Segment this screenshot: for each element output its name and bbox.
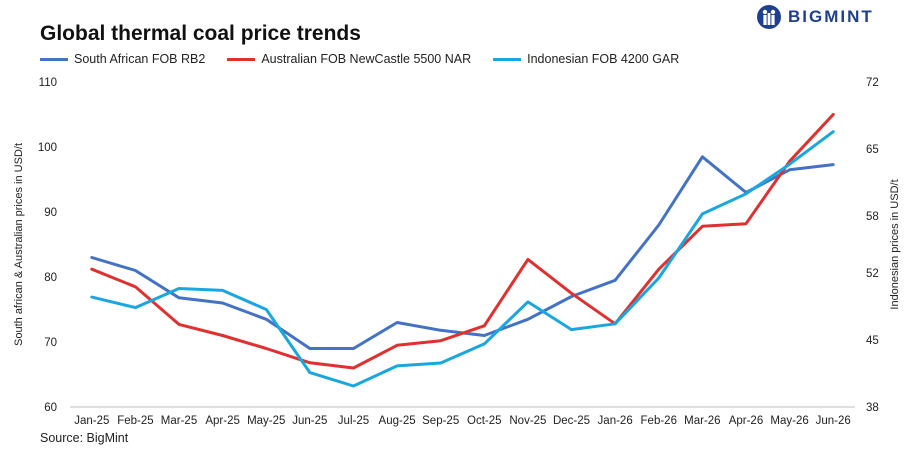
legend-item-south-african: South African FOB RB2 (40, 52, 205, 66)
legend-swatch (40, 57, 68, 61)
x-tick-label: Mar-25 (161, 415, 197, 427)
y-right-tick-label: 58 (866, 211, 879, 223)
y-right-axis-title: Indonesian prices in USD/t (889, 179, 901, 309)
legend-label: Indonesian FOB 4200 GAR (527, 52, 680, 66)
y-right-tick-label: 52 (866, 268, 879, 280)
x-tick-label: Jan-26 (598, 415, 633, 427)
y-left-tick-label: 90 (44, 207, 57, 219)
legend-swatch (493, 57, 522, 61)
x-tick-label: Apr-26 (729, 415, 764, 427)
legend-item-australian: Australian FOB NewCastle 5500 NAR (227, 52, 471, 66)
series-line-2 (90, 130, 835, 388)
legend-label: South African FOB RB2 (74, 52, 206, 66)
chart-axes: Jan-25 Feb-25 Mar-25 Apr-25 May-25 Jun-25 Jul-… (13, 77, 901, 427)
source-note: Source: BigMint (40, 431, 129, 445)
y-right-tick-label: 38 (866, 402, 879, 414)
y-left-tick-label: 70 (44, 337, 57, 349)
y-right-tick-label: 45 (866, 335, 879, 347)
brand-name: BIGMINT (788, 7, 874, 26)
x-tick-label: Mar-26 (684, 415, 720, 427)
x-tick-label: Jun-26 (816, 415, 851, 427)
chart-title: Global thermal coal price trends (40, 22, 361, 45)
y-left-axis-title: South african & Australian prices in USD… (13, 143, 25, 346)
x-tick-label: Nov-25 (509, 415, 546, 427)
y-left-tick-label: 110 (39, 77, 57, 89)
x-tick-label: Dec-25 (553, 415, 590, 427)
x-tick-label: Jul-25 (338, 415, 369, 427)
legend-label: Australian FOB NewCastle 5500 NAR (261, 52, 472, 66)
x-tick-label: May-25 (247, 415, 285, 427)
legend-item-indonesian: Indonesian FOB 4200 GAR (493, 52, 679, 66)
x-tick-label: Aug-25 (379, 415, 416, 427)
series-line-1 (90, 113, 835, 370)
x-tick-label: Feb-25 (117, 415, 153, 427)
y-left-tick-label: 80 (44, 272, 57, 284)
x-tick-label: Feb-26 (641, 415, 677, 427)
bigmint-logo-icon (757, 5, 781, 29)
y-right-tick-label: 72 (866, 77, 879, 89)
brand-logo: BIGMINT (756, 4, 874, 30)
x-tick-label: Apr-25 (205, 415, 240, 427)
y-right-tick-label: 65 (866, 144, 879, 156)
legend-swatch (227, 57, 256, 61)
series-line-0 (90, 155, 835, 350)
x-tick-label: Oct-25 (467, 415, 502, 427)
chart-legend: South African FOB RB2 Australian FOB New… (40, 52, 701, 66)
y-left-tick-label: 100 (38, 142, 57, 154)
x-tick-label: Jun-25 (292, 415, 327, 427)
y-left-tick-label: 60 (44, 402, 57, 414)
x-tick-label: Sep-25 (422, 415, 459, 427)
x-tick-label: May-26 (770, 415, 808, 427)
chart-series (90, 113, 835, 388)
x-tick-label: Jan-25 (74, 415, 109, 427)
